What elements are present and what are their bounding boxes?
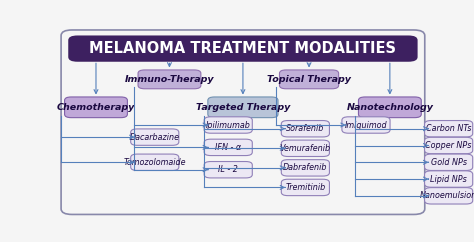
FancyBboxPatch shape [425,188,473,204]
Text: MELANOMA TREATMENT MODALITIES: MELANOMA TREATMENT MODALITIES [90,41,396,56]
FancyBboxPatch shape [358,97,421,118]
Text: Temozolomaide: Temozolomaide [124,158,186,167]
Text: Nanotechnology: Nanotechnology [346,103,433,112]
FancyBboxPatch shape [204,139,252,156]
FancyBboxPatch shape [131,154,179,170]
Text: Sorafenib: Sorafenib [286,124,325,133]
Text: Dacarbazine: Dacarbazine [130,133,180,142]
FancyBboxPatch shape [425,154,473,170]
Text: Dabrafenib: Dabrafenib [283,163,328,172]
Text: Chemotherapy: Chemotherapy [57,103,135,112]
FancyBboxPatch shape [425,137,473,154]
Text: Ipilimumab: Ipilimumab [206,121,251,129]
FancyBboxPatch shape [280,70,338,89]
FancyBboxPatch shape [131,129,179,145]
FancyBboxPatch shape [68,36,418,62]
Text: Targeted Therapy: Targeted Therapy [196,103,290,112]
Text: IFN - α: IFN - α [215,143,241,152]
FancyBboxPatch shape [281,121,329,137]
Text: Tremitinib: Tremitinib [285,183,326,192]
Text: Imiquimod: Imiquimod [345,121,387,129]
FancyBboxPatch shape [425,171,473,187]
Text: Immuno-Therapy: Immuno-Therapy [125,75,214,84]
Text: Copper NPs: Copper NPs [426,141,472,150]
Text: Carbon NTs: Carbon NTs [426,124,471,133]
Text: Vemurafenib: Vemurafenib [280,144,331,153]
Text: Nanoemulsion: Nanoemulsion [420,191,474,200]
FancyBboxPatch shape [208,97,278,118]
Text: Lipid NPs: Lipid NPs [430,174,467,183]
Text: Gold NPs: Gold NPs [431,158,466,167]
FancyBboxPatch shape [204,161,252,178]
FancyBboxPatch shape [61,30,425,214]
FancyBboxPatch shape [342,117,390,133]
FancyBboxPatch shape [425,121,473,137]
Text: IL - 2: IL - 2 [219,165,238,174]
FancyBboxPatch shape [281,160,329,176]
Text: Topical Therapy: Topical Therapy [267,75,351,84]
FancyBboxPatch shape [281,179,329,196]
FancyBboxPatch shape [281,140,329,157]
FancyBboxPatch shape [138,70,201,89]
FancyBboxPatch shape [204,117,252,133]
FancyBboxPatch shape [64,97,128,118]
